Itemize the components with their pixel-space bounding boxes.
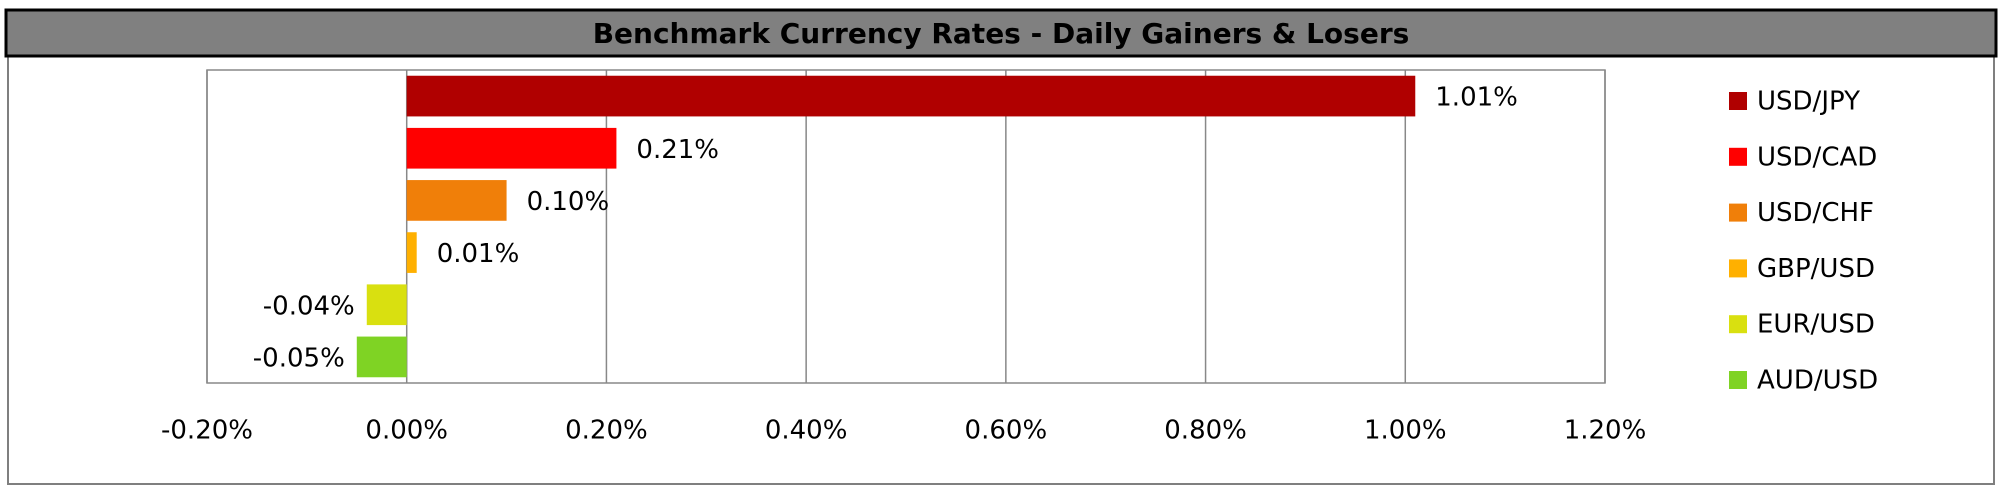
legend-label: USD/CHF [1757, 198, 1874, 228]
x-tick-label: 0.60% [965, 416, 1048, 446]
bar [406, 127, 617, 169]
x-tick-label: 1.20% [1564, 416, 1647, 446]
legend-label: AUD/USD [1757, 366, 1878, 396]
x-tick-label: 0.40% [765, 416, 848, 446]
value-label: -0.05% [253, 343, 345, 373]
value-label: 0.21% [636, 135, 719, 165]
legend-swatch [1729, 203, 1747, 222]
x-tick-label: 0.20% [565, 416, 648, 446]
value-label: 1.01% [1435, 83, 1518, 113]
x-tick-label: 0.00% [365, 416, 448, 446]
bar [406, 75, 1416, 117]
x-tick-label: 0.80% [1164, 416, 1247, 446]
legend-swatch [1729, 371, 1747, 389]
value-label: 0.10% [527, 187, 610, 217]
bar [406, 232, 417, 273]
x-tick-label: -0.20% [161, 416, 253, 446]
legend-label: USD/CAD [1757, 142, 1877, 172]
bar [366, 284, 407, 326]
legend-swatch [1729, 147, 1747, 166]
bar [356, 336, 407, 378]
title-bar [4, 8, 1998, 58]
x-tick-label: 1.00% [1364, 416, 1447, 446]
legend-swatch [1729, 315, 1747, 334]
bar [406, 180, 507, 221]
legend-swatch [1729, 259, 1747, 278]
value-label: 0.01% [437, 239, 520, 269]
chart-title: Benchmark Currency Rates - Daily Gainers… [593, 17, 1410, 50]
legend-swatch [1729, 92, 1747, 110]
legend-label: USD/JPY [1757, 87, 1860, 117]
legend-label: GBP/USD [1757, 254, 1875, 284]
legend-label: EUR/USD [1757, 310, 1875, 340]
plot-area [206, 69, 1606, 384]
value-label: -0.04% [263, 291, 355, 321]
